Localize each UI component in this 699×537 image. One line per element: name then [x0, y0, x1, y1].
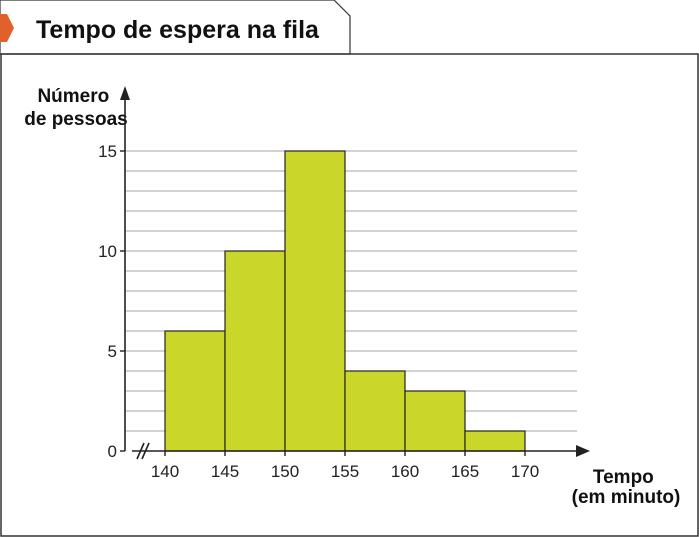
y-tick-label-0: 0: [108, 442, 117, 461]
x-tick-label-160: 160: [391, 462, 419, 481]
y-axis-label-line-2: de pessoas: [24, 109, 128, 130]
title-tab: [0, 0, 351, 55]
x-axis-label: Tempo (em minuto): [572, 467, 681, 508]
x-tick-label-165: 165: [451, 462, 479, 481]
axes: [120, 86, 590, 460]
x-axis-label-line-2: (em minuto): [572, 487, 681, 508]
chart-frame: [0, 53, 699, 537]
x-tick-label-140: 140: [151, 462, 179, 481]
x-tick-label-150: 150: [271, 462, 299, 481]
axis-break-mark-1: [136, 442, 145, 460]
x-tick-label-170: 170: [511, 462, 539, 481]
y-axis-label: Número de pessoas: [24, 86, 128, 130]
x-tick-label-145: 145: [211, 462, 239, 481]
chart-title: Tempo de espera na fila: [36, 16, 320, 44]
histogram-bars: [164, 150, 526, 452]
axis-break-mark-2: [141, 442, 150, 460]
y-tick-labels: 0 5 10 15: [98, 142, 125, 461]
bar-160-165: [404, 390, 466, 452]
bar-155-160: [344, 370, 406, 452]
y-axis-arrow: [120, 86, 130, 100]
x-tick-labels: 140 145 150 155 160 165 170: [151, 451, 539, 481]
bar-145-150: [224, 250, 286, 452]
title-accent-marker: [0, 14, 14, 42]
bar-140-145: [164, 330, 226, 452]
y-tick-label-5: 5: [108, 342, 117, 361]
bar-150-155: [284, 150, 346, 452]
y-tick-label-15: 15: [98, 142, 117, 161]
bar-165-170: [464, 430, 526, 452]
x-axis-label-line-1: Tempo: [593, 467, 654, 488]
x-tick-label-155: 155: [331, 462, 359, 481]
x-axis-arrow: [576, 445, 590, 457]
y-tick-label-10: 10: [98, 242, 117, 261]
y-axis-label-line-1: Número: [37, 86, 109, 107]
